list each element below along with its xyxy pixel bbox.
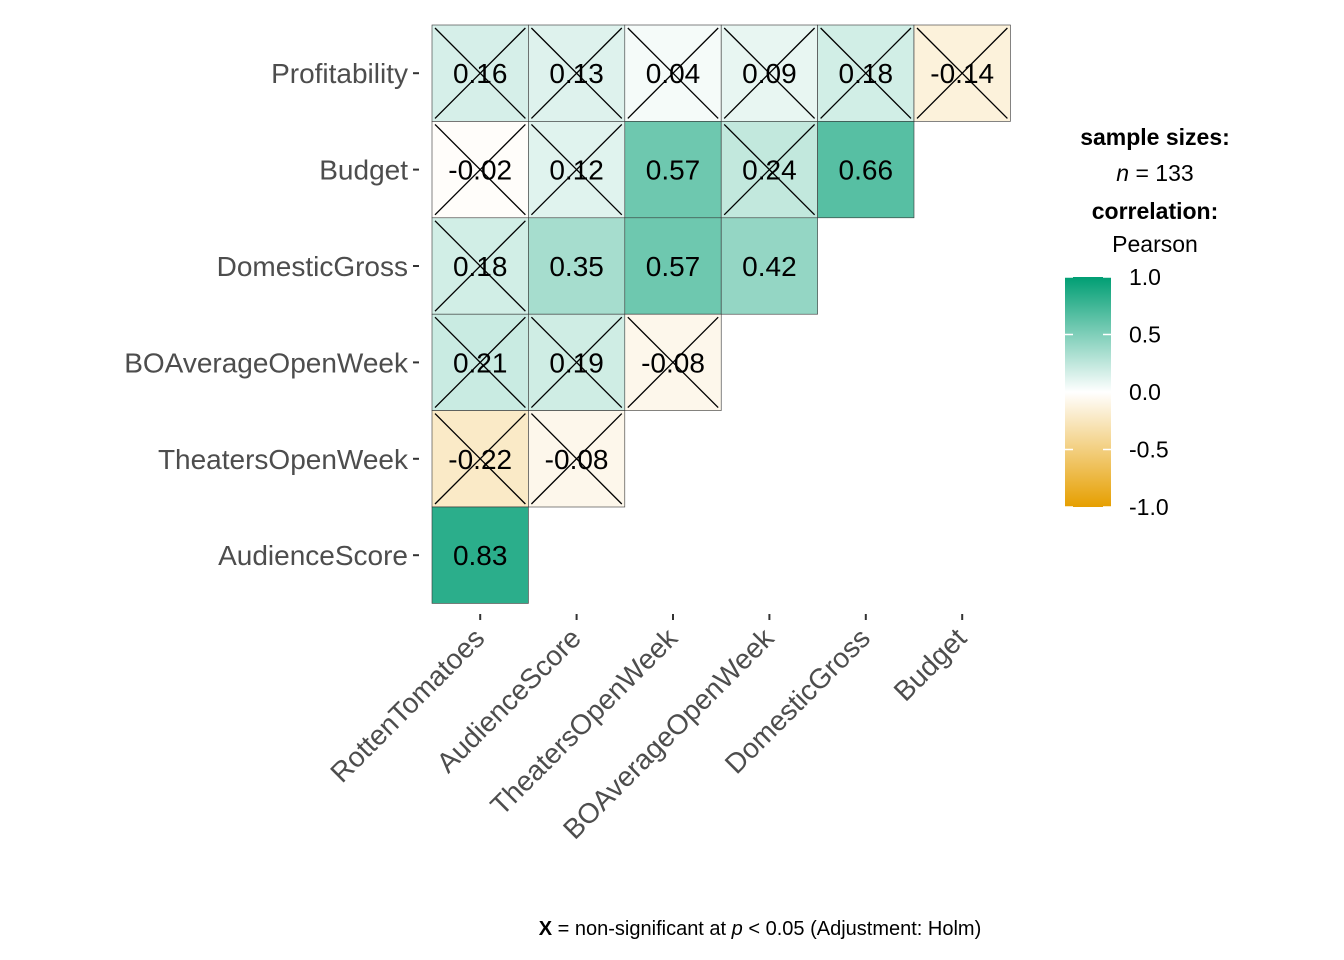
cell-value-label: 0.13 [549,58,604,89]
x-tick-label-theatersopenweek: TheatersOpenWeek [485,622,684,821]
cell-value-label: 0.66 [839,155,894,186]
y-tick-label-domesticgross: DomesticGross [217,251,408,282]
nonsignificant-cross-line [434,413,526,505]
y-tick-label-theatersopenweek: TheatersOpenWeek [158,444,409,475]
cell-audiencescore-rottentomatoes: 0.83 [431,506,529,604]
cell-boaverageopenweek-theatersopenweek: -0.08 [624,313,722,411]
nonsignificant-cross-line [916,27,1008,119]
legend-heading-correlation: correlation: [1092,198,1219,224]
legend-ticks: 1.0 0.5 0.0 -0.5 -1.0 [1065,264,1169,520]
cell-value-label: 0.57 [646,155,701,186]
cell-domesticgross-boaverageopenweek: 0.42 [720,217,818,315]
caption-x-mark: X [539,918,553,940]
cell-profitability-audiencescore: 0.13 [528,24,626,122]
cell-profitability-domesticgross: 0.18 [817,24,915,122]
caption: X = non-significant at p < 0.05 (Adjustm… [539,918,981,940]
cell-profitability-rottentomatoes: 0.16 [431,24,529,122]
y-tick-label-boaverageopenweek: BOAverageOpenWeek [124,347,409,378]
legend-n-value: = 133 [1129,160,1194,186]
cell-value-label: 0.12 [549,155,604,186]
cell-value-label: -0.08 [641,347,705,378]
legend-tick-label: -1.0 [1129,494,1169,520]
nonsignificant-cross-line [627,27,719,119]
cell-value-label: 0.57 [646,251,701,282]
cell-budget-audiencescore: 0.12 [528,121,626,219]
legend-tick-label: 0.5 [1129,322,1161,348]
nonsignificant-cross-line [820,27,912,119]
cell-value-label: -0.22 [448,444,512,475]
cell-value-label: 0.24 [742,155,797,186]
cell-value-label: 0.35 [549,251,604,282]
cell-fill [528,217,626,315]
y-axis: Profitability Budget DomesticGross BOAverag… [124,58,419,571]
cell-budget-theatersopenweek: 0.57 [624,121,722,219]
cell-value-label: 0.19 [549,347,604,378]
nonsignificant-cross-line [434,220,526,312]
cell-value-label: 0.18 [453,251,508,282]
cell-value-label: 0.42 [742,251,797,282]
legend-sample-size: n = 133 [1116,160,1193,186]
cell-profitability-boaverageopenweek: 0.09 [720,24,818,122]
legend-tick-label: 1.0 [1129,264,1161,290]
cell-fill [817,121,915,219]
nonsignificant-cross-line [530,413,623,505]
cell-value-label: -0.08 [545,444,609,475]
cell-theatersopenweek-rottentomatoes: -0.22 [431,410,529,508]
nonsignificant-cross-line [434,27,526,119]
x-axis: RottenTomatoesAudienceScoreTheatersOpenW… [324,614,973,845]
y-tick-label-profitability: Profitability [271,58,408,89]
nonsignificant-cross-line [434,316,526,409]
cell-budget-rottentomatoes: -0.02 [431,121,529,219]
cell-domesticgross-audiencescore: 0.35 [528,217,626,315]
y-tick-label-audiencescore: AudienceScore [218,540,408,571]
legend-tick-label: 0.0 [1129,379,1161,405]
cell-budget-boaverageopenweek: 0.24 [720,121,818,219]
legend-n-symbol: n [1116,160,1129,186]
cell-boaverageopenweek-rottentomatoes: 0.21 [431,313,529,411]
cell-fill [431,506,529,604]
cell-value-label: 0.09 [742,58,797,89]
cell-profitability-budget: -0.14 [913,24,1011,122]
cell-fill [720,217,818,315]
caption-part1: = non-significant at [552,918,732,940]
nonsignificant-cross-line [530,27,623,119]
cell-value-label: -0.02 [448,155,512,186]
cell-value-label: 0.21 [453,347,508,378]
nonsignificant-cross-line [530,123,623,216]
heatmap-cells: 0.16 0.13 0.04 0.09 0.18 -0.14 -0.02 0.12 0.57 0.… [431,24,1011,604]
cell-value-label: 0.83 [453,540,508,571]
y-tick-label-budget: Budget [319,155,408,186]
cell-value-label: 0.04 [646,58,701,89]
cell-domesticgross-theatersopenweek: 0.57 [624,217,722,315]
nonsignificant-cross-line [530,316,623,409]
cell-domesticgross-rottentomatoes: 0.18 [431,217,529,315]
nonsignificant-cross-line [627,316,719,409]
nonsignificant-cross-line [434,123,526,216]
cell-profitability-theatersopenweek: 0.04 [624,24,722,122]
cell-fill [624,217,722,315]
nonsignificant-cross-line [723,27,816,119]
cell-boaverageopenweek-audiencescore: 0.19 [528,313,626,411]
cell-fill [624,121,722,219]
legend-tick-label: -0.5 [1129,437,1169,463]
caption-p-symbol: p [731,918,743,940]
legend-method: Pearson [1112,231,1198,257]
cell-value-label: 0.16 [453,58,508,89]
legend: sample sizes: n = 133 correlation: Pears… [1065,124,1230,520]
cell-value-label: 0.18 [839,58,894,89]
nonsignificant-cross-line [723,123,816,216]
cell-theatersopenweek-audiencescore: -0.08 [528,410,626,508]
cell-value-label: -0.14 [930,58,994,89]
cell-budget-domesticgross: 0.66 [817,121,915,219]
legend-heading-sample-sizes: sample sizes: [1080,124,1230,150]
x-tick-label-budget: Budget [888,622,973,707]
caption-part2: < 0.05 (Adjustment: Holm) [743,918,981,940]
